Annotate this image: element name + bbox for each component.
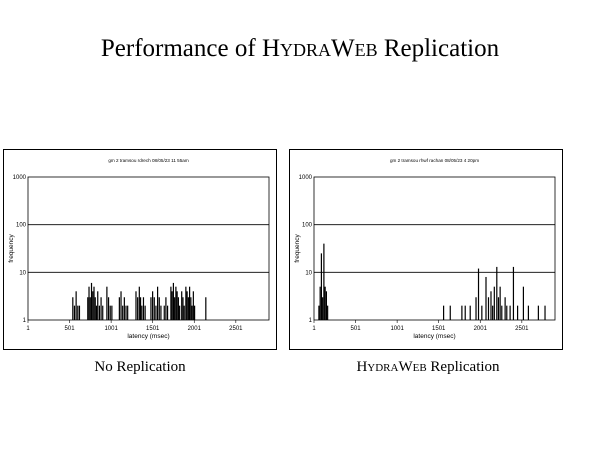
x-tick-label: 2001: [188, 326, 202, 332]
x-tick-label: 1501: [146, 326, 160, 332]
slide-title-brand: HydraWeb: [261, 35, 378, 62]
slide-title-suffix: Replication: [377, 35, 500, 62]
slide-title-prefix: Performance of: [100, 35, 262, 62]
chart-hydraweb-replication: gm 2 tramsou rhwf rachan 08/05/23 4 20pm…: [294, 158, 556, 340]
y-tick-label: 1000: [299, 175, 313, 181]
chart-panel-hydraweb-replication: gm 2 tramsou rhwf rachan 08/05/23 4 20pm…: [289, 149, 563, 350]
y-tick-label: 100: [302, 223, 313, 229]
y-axis-label: frequency: [8, 233, 15, 262]
plot-frame: [27, 176, 270, 321]
y-tick-label: 1: [23, 318, 27, 324]
x-tick-label: 501: [65, 326, 76, 332]
x-tick-label: 2501: [515, 326, 529, 332]
y-tick-label: 10: [19, 270, 26, 276]
x-tick-label: 501: [351, 326, 362, 332]
caption-brand: HydraWeb: [356, 359, 427, 375]
x-axis-label: latency (msec): [413, 333, 455, 340]
caption-no-replication: No Replication: [94, 359, 186, 375]
y-axis-label: frequency: [294, 233, 301, 262]
y-tick-label: 1: [309, 318, 313, 324]
x-tick-label: 1001: [104, 326, 118, 332]
slide-title: Performance of HydraWeb Replication: [0, 34, 600, 64]
chart-panel-no-replication: gm 2 tramsou rdrech 08/05/23 11 55am 1 10 1…: [3, 149, 277, 350]
x-tick-label: 1: [26, 326, 30, 332]
x-tick-label: 1: [312, 326, 316, 332]
x-tick-label: 2001: [474, 326, 488, 332]
x-axis-label: latency (msec): [127, 333, 169, 340]
x-tick-label: 2501: [229, 326, 243, 332]
x-tick-label: 1501: [432, 326, 446, 332]
caption-suffix: Replication: [426, 359, 500, 375]
y-tick-label: 1000: [13, 175, 27, 181]
y-tick-label: 100: [16, 223, 27, 229]
chart-title: gm 2 tramsou rdrech 08/05/23 11 55am: [108, 158, 189, 163]
x-tick-label: 1001: [390, 326, 404, 332]
y-tick-label: 10: [305, 270, 312, 276]
plot-frame: [313, 176, 556, 321]
chart-title: gm 2 tramsou rhwf rachan 08/05/23 4 20pm: [390, 158, 479, 163]
caption-hydraweb-replication: HydraWeb Replication: [288, 358, 568, 376]
chart-no-replication: gm 2 tramsou rdrech 08/05/23 11 55am 1 10 1…: [8, 158, 270, 340]
